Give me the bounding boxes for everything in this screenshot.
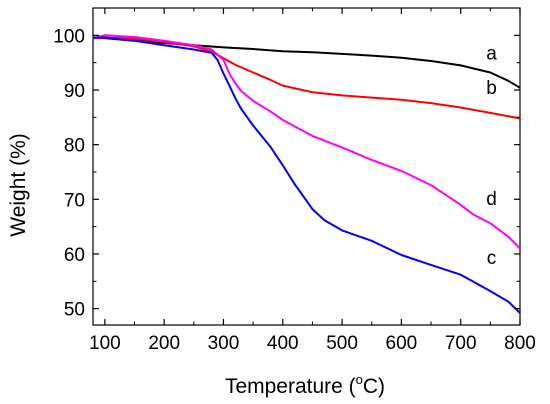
plot-frame <box>92 7 521 326</box>
x-tick-label: 400 <box>267 333 299 354</box>
x-axis-title-text: Temperature ( <box>225 375 356 398</box>
series-line-d <box>92 34 521 250</box>
x-tick-label: 500 <box>326 333 358 354</box>
x-axis-title-unit: C) <box>363 375 385 398</box>
y-tick-label: 70 <box>64 190 85 211</box>
y-tick-label: 60 <box>64 245 85 266</box>
series-labels: ab d c <box>486 43 497 268</box>
series-line-c <box>93 36 521 314</box>
x-tick-label: 300 <box>208 333 240 354</box>
y-tick-label: 50 <box>64 300 85 321</box>
series-label-a: a <box>486 43 497 64</box>
x-axis-title: Temperature (oC) <box>225 372 385 398</box>
series-line-b <box>92 36 521 120</box>
x-axis-title-degree: o <box>356 372 363 387</box>
x-tick-label: 600 <box>386 333 418 354</box>
y-tick-label: 100 <box>53 26 85 47</box>
axis-ticks: 100 200 300 400 500 600 700 800 50 60 70 80 90 100 <box>53 8 536 354</box>
series-label-c: c <box>487 248 497 269</box>
x-tick-label: 700 <box>445 333 477 354</box>
y-tick-label: 90 <box>64 81 85 102</box>
x-tick-label: 200 <box>148 333 180 354</box>
y-axis-title: Weight (%) <box>7 133 30 236</box>
series-line-a <box>93 37 521 89</box>
series-label-b: b <box>486 78 497 99</box>
series-label-d: d <box>486 189 497 210</box>
x-tick-label: 100 <box>89 333 121 354</box>
y-tick-label: 80 <box>64 136 85 157</box>
plot-area <box>92 7 521 326</box>
series-lines <box>92 34 521 314</box>
x-tick-label: 800 <box>504 333 536 354</box>
